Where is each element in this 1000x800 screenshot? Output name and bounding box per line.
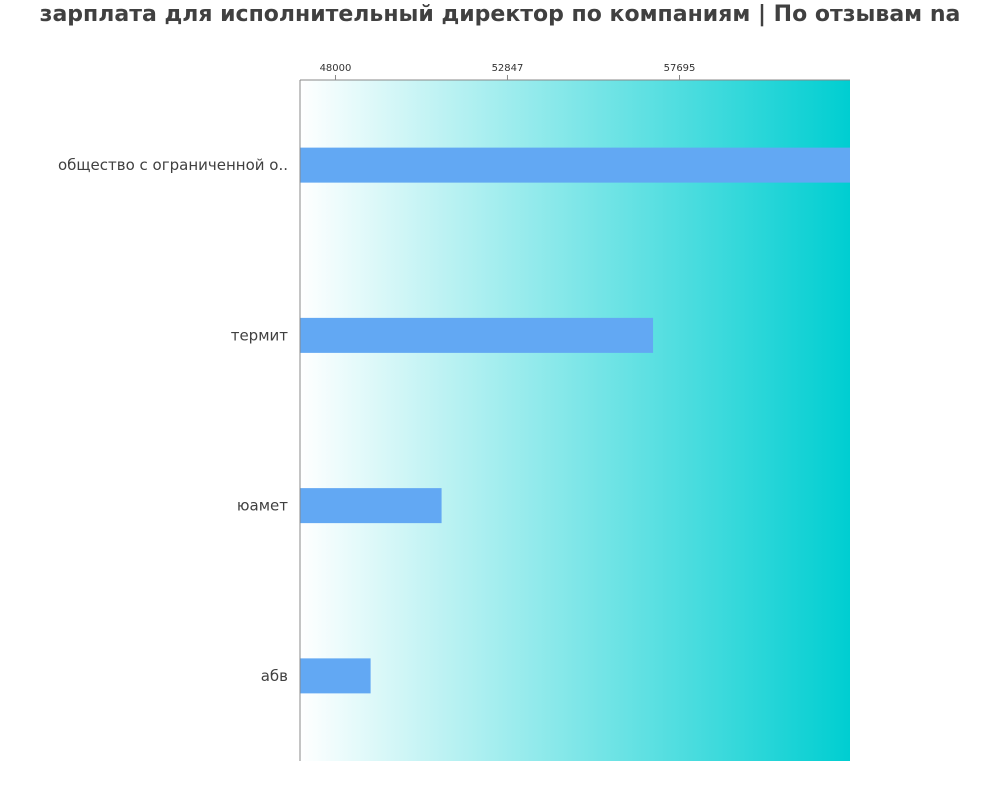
- bar-2: [300, 488, 442, 524]
- bar-0: [300, 147, 850, 183]
- category-label: общество с ограниченной о..: [58, 156, 288, 174]
- x-tick-label: 52847: [492, 63, 524, 74]
- category-label: термит: [231, 326, 289, 344]
- bar-1: [300, 317, 654, 353]
- category-label: юамет: [237, 497, 288, 515]
- category-label: абв: [261, 667, 288, 685]
- x-tick-label: 48000: [320, 63, 352, 74]
- plot-background: [300, 80, 850, 761]
- page-title: зарплата для исполнительный директор по …: [39, 2, 961, 27]
- x-tick-label: 57695: [664, 63, 696, 74]
- bar-3: [300, 658, 371, 694]
